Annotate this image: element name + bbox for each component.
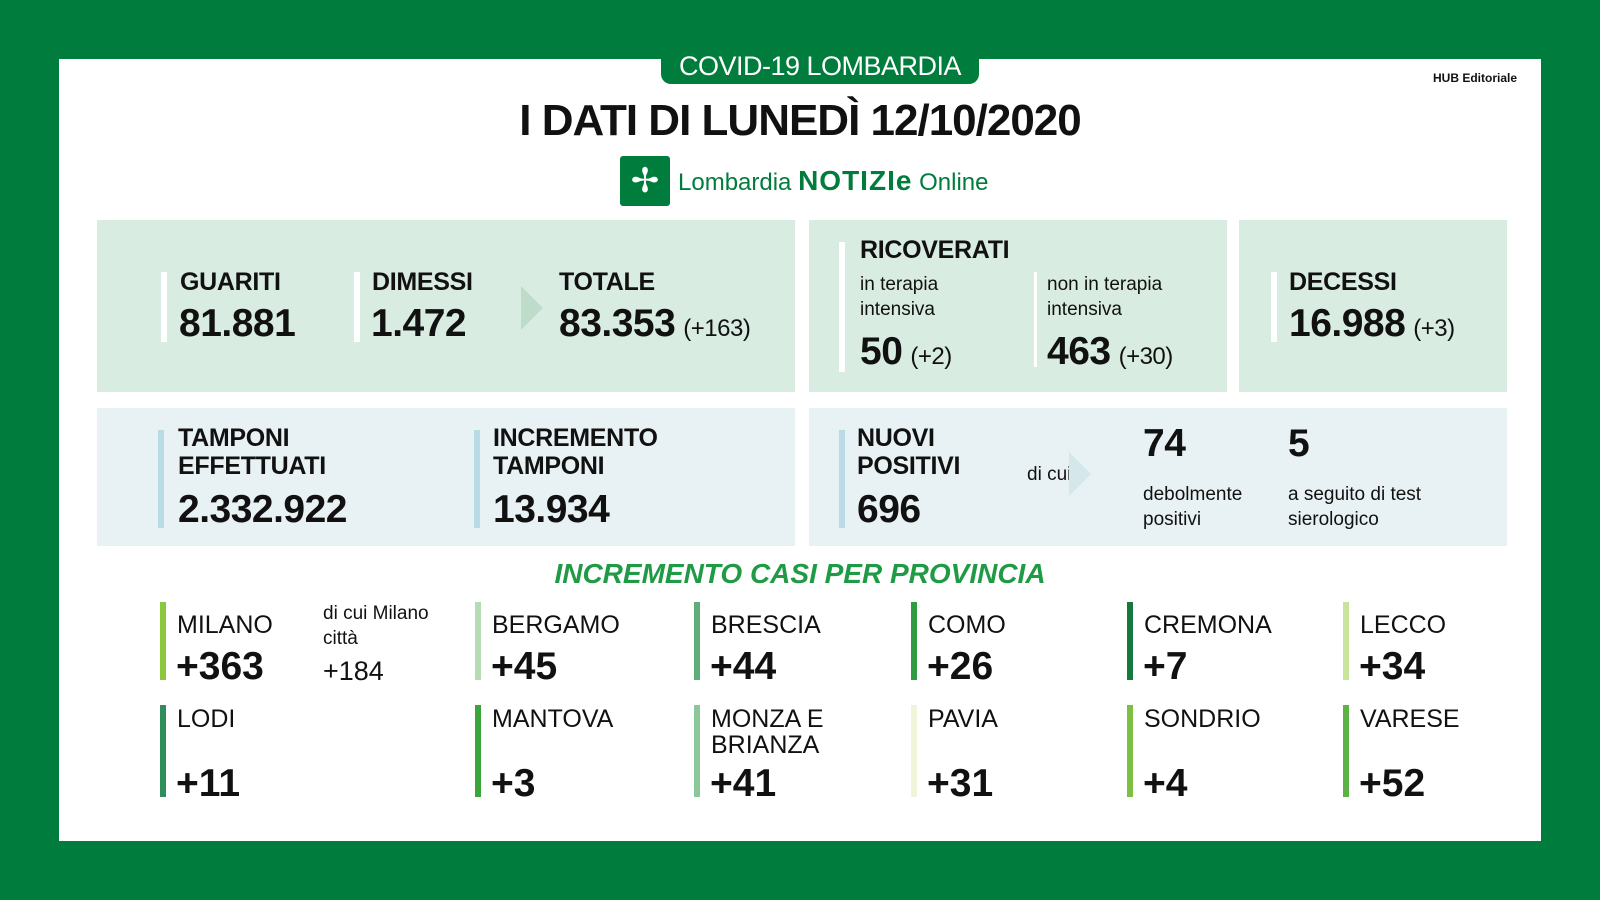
logo-a: Lombardia — [678, 169, 792, 196]
ti-delta: (+2) — [910, 343, 952, 370]
ricoverati-label: RICOVERATI — [860, 236, 1010, 264]
logo: ✢ Lombardia NOTIZIe Online — [620, 156, 988, 206]
province-name: COMO — [928, 611, 1006, 639]
province-name: MANTOVA — [492, 705, 614, 733]
positivi-value: 696 — [857, 488, 921, 531]
totale-label: TOTALE — [559, 268, 655, 296]
province-value: +52 — [1359, 762, 1426, 805]
guariti-label: GUARITI — [180, 268, 281, 296]
logo-b: NOTIZIe — [798, 165, 913, 196]
ricoverati-box: RICOVERATI in terapia intensiva 50 (+2) n… — [809, 220, 1227, 392]
positivi-box: NUOVI POSITIVI 696 di cui 74 debolmente … — [809, 408, 1507, 546]
ti-label: in terapia intensiva — [860, 274, 939, 320]
province-name: CREMONA — [1144, 611, 1272, 639]
di-cui-label: di cui — [1027, 464, 1072, 485]
logo-text: Lombardia NOTIZIe Online — [678, 165, 988, 197]
province-name: PAVIA — [928, 705, 998, 733]
province-bar — [1343, 705, 1349, 797]
positivi-label: NUOVI POSITIVI — [857, 424, 961, 480]
province-bar — [475, 705, 481, 797]
bar — [1271, 272, 1277, 342]
weak-label: debolmente positivi — [1143, 484, 1243, 530]
province-bar — [1343, 602, 1349, 680]
province-value: +363 — [176, 645, 264, 688]
tamponi-value: 2.332.922 — [178, 488, 348, 531]
province-value: +11 — [176, 762, 241, 805]
province-bar — [160, 602, 166, 680]
dimessi-value: 1.472 — [371, 302, 467, 345]
province-value: +45 — [491, 645, 558, 688]
province-bar — [1127, 602, 1133, 680]
totale-number: 83.353 — [559, 302, 676, 345]
province-name: SONDRIO — [1144, 705, 1261, 733]
province-name: LECCO — [1360, 611, 1447, 639]
tamponi-box: TAMPONI EFFETTUATI 2.332.922 INCREMENTO … — [97, 408, 795, 546]
sero-value: 5 — [1288, 422, 1310, 465]
province-bar — [911, 602, 917, 680]
ti-value: 50 (+2) — [860, 330, 952, 374]
province-value: +31 — [927, 762, 994, 805]
province-value: +34 — [1359, 645, 1426, 688]
hub-label: HUB Editoriale — [1433, 71, 1518, 85]
province-name: BRESCIA — [711, 611, 821, 639]
totale-value: 83.353 (+163) — [559, 302, 751, 346]
province-bar — [694, 602, 700, 680]
guariti-box: GUARITI 81.881 DIMESSI 1.472 TOTALE 83.3… — [97, 220, 795, 392]
bar — [839, 242, 845, 372]
province-value: +4 — [1143, 762, 1188, 805]
nti-label: non in terapia intensiva — [1047, 274, 1163, 320]
tamponi-label: TAMPONI EFFETTUATI — [178, 424, 326, 480]
province-bar — [1127, 705, 1133, 797]
dimessi-label: DIMESSI — [372, 268, 473, 296]
section-title: INCREMENTO CASI PER PROVINCIA — [554, 558, 1046, 589]
bar — [158, 430, 164, 528]
province-bar — [160, 705, 166, 797]
nti-delta: (+30) — [1118, 343, 1174, 370]
province-name: BERGAMO — [492, 611, 620, 639]
bar — [161, 272, 167, 342]
page-title: I DATI DI LUNEDÌ 12/10/2020 — [519, 96, 1082, 145]
decessi-number: 16.988 — [1289, 302, 1406, 345]
totale-delta: (+163) — [683, 315, 751, 342]
decessi-delta: (+3) — [1413, 315, 1455, 342]
province-name: MILANO — [177, 611, 273, 639]
province-value: +44 — [710, 645, 777, 688]
bar — [474, 430, 480, 528]
province-value: +7 — [1143, 645, 1188, 688]
weak-value: 74 — [1143, 422, 1186, 465]
logo-c: Online — [919, 169, 989, 196]
province-value: +3 — [491, 762, 536, 805]
province-bar — [911, 705, 917, 797]
province-value: +26 — [927, 645, 994, 688]
nti-number: 463 — [1047, 330, 1111, 373]
province-name: VARESE — [1360, 705, 1460, 733]
guariti-value: 81.881 — [179, 302, 296, 345]
milano-city-value: +184 — [323, 656, 384, 686]
province-bar — [694, 705, 700, 797]
province-bar — [475, 602, 481, 680]
nti-value: 463 (+30) — [1047, 330, 1173, 374]
incremento-value: 13.934 — [493, 488, 610, 531]
decessi-box: DECESSI 16.988 (+3) — [1239, 220, 1507, 392]
sero-label: a seguito di test sierologico — [1288, 484, 1422, 530]
ti-number: 50 — [860, 330, 903, 373]
lombardia-cross-icon: ✢ — [620, 156, 670, 206]
milano-city-label: di cui Milano città — [323, 603, 429, 649]
bar — [839, 430, 845, 528]
bar — [1034, 272, 1037, 367]
incremento-label: INCREMENTO TAMPONI — [493, 424, 658, 480]
arrow-icon — [521, 286, 543, 330]
province-name: LODI — [177, 705, 236, 733]
header-tag: COVID-19 LOMBARDIA — [661, 50, 979, 84]
decessi-value: 16.988 (+3) — [1289, 302, 1455, 346]
province-value: +41 — [710, 762, 777, 805]
province-name: MONZA E BRIANZA — [711, 705, 824, 759]
decessi-label: DECESSI — [1289, 268, 1397, 296]
bar — [354, 272, 360, 342]
arrow-icon — [1069, 452, 1091, 496]
